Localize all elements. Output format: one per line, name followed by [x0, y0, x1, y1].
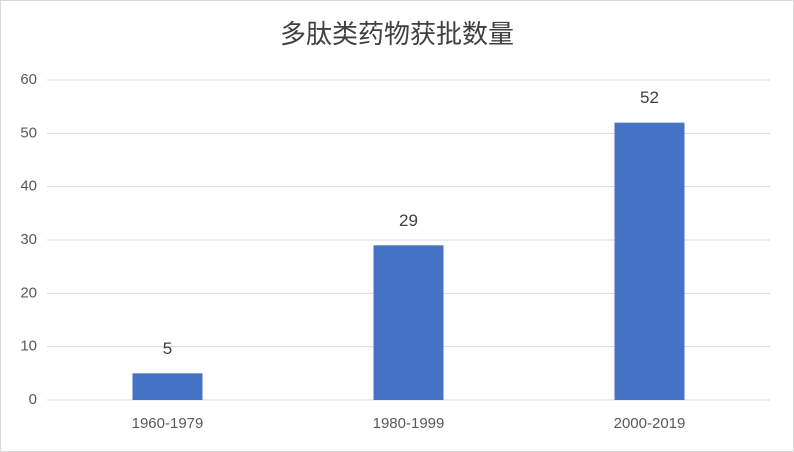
y-tick-label: 10 [20, 338, 37, 355]
bar [132, 373, 203, 400]
y-tick-label: 0 [29, 391, 37, 408]
y-tick-label: 60 [20, 71, 37, 88]
bar [373, 245, 444, 400]
x-tick-label: 1960-1979 [132, 415, 204, 432]
x-tick-label: 1980-1999 [373, 415, 445, 432]
y-tick-label: 40 [20, 178, 37, 195]
data-label: 29 [399, 211, 418, 230]
y-tick-label: 30 [20, 231, 37, 248]
y-tick-label: 50 [20, 124, 37, 141]
bar [614, 122, 685, 401]
x-tick-label: 2000-2019 [614, 415, 686, 432]
chart-title: 多肽类药物获批数量 [280, 19, 514, 49]
data-label: 52 [640, 88, 659, 107]
data-label: 5 [163, 339, 172, 358]
y-tick-label: 20 [20, 284, 37, 301]
